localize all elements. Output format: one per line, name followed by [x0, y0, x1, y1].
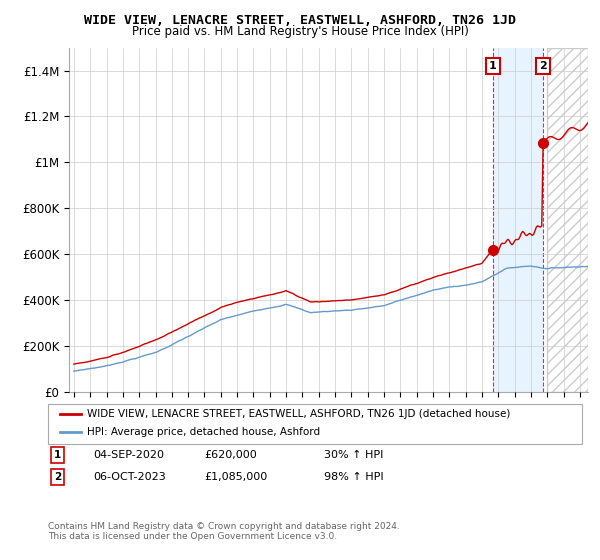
Text: 2: 2	[539, 61, 547, 71]
Text: 1: 1	[489, 61, 497, 71]
Bar	[547, 48, 588, 392]
Text: £1,085,000: £1,085,000	[204, 472, 267, 482]
Text: 2: 2	[54, 472, 61, 482]
Text: HPI: Average price, detached house, Ashford: HPI: Average price, detached house, Ashf…	[87, 427, 320, 437]
Text: WIDE VIEW, LENACRE STREET, EASTWELL, ASHFORD, TN26 1JD (detached house): WIDE VIEW, LENACRE STREET, EASTWELL, ASH…	[87, 409, 511, 419]
Text: 04-SEP-2020: 04-SEP-2020	[93, 450, 164, 460]
Text: Price paid vs. HM Land Registry's House Price Index (HPI): Price paid vs. HM Land Registry's House …	[131, 25, 469, 38]
Text: 1: 1	[54, 450, 61, 460]
Bar	[493, 48, 543, 392]
Text: 30% ↑ HPI: 30% ↑ HPI	[324, 450, 383, 460]
Text: Contains HM Land Registry data © Crown copyright and database right 2024.
This d: Contains HM Land Registry data © Crown c…	[48, 522, 400, 542]
Text: 06-OCT-2023: 06-OCT-2023	[93, 472, 166, 482]
Text: WIDE VIEW, LENACRE STREET, EASTWELL, ASHFORD, TN26 1JD: WIDE VIEW, LENACRE STREET, EASTWELL, ASH…	[84, 14, 516, 27]
Text: £620,000: £620,000	[204, 450, 257, 460]
Text: 98% ↑ HPI: 98% ↑ HPI	[324, 472, 383, 482]
